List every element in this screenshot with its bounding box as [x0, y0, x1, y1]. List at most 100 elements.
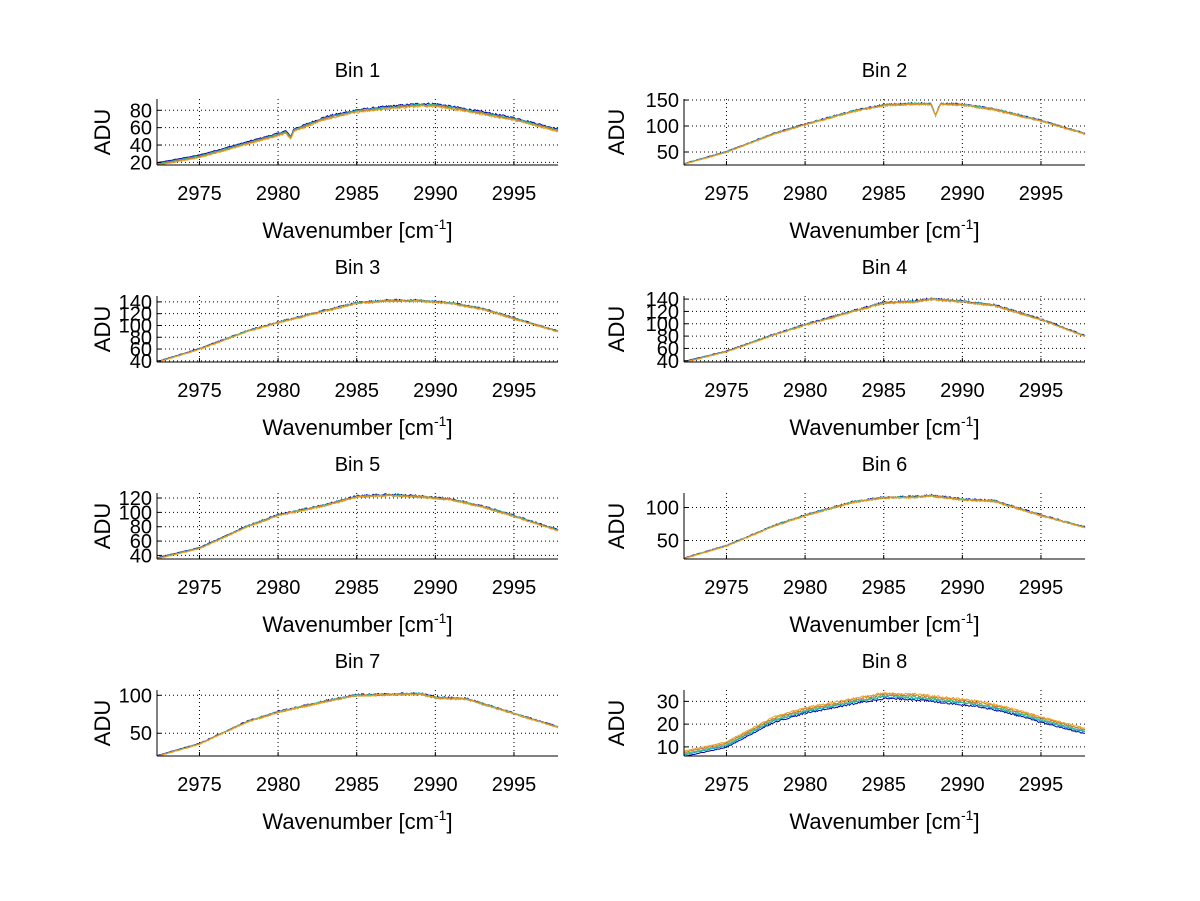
series-line-3: [683, 494, 1086, 559]
series-line-4: [683, 102, 1086, 165]
x-tick-label: 2980: [256, 577, 301, 599]
x-axis-label-sup: -1: [961, 610, 974, 626]
series-line-3: [683, 101, 1085, 165]
x-tick-label: 2990: [413, 577, 458, 599]
x-axis-label-tail: ]: [446, 218, 452, 243]
series-line-3: [157, 298, 559, 363]
x-axis-label-main: Wavenumber [cm: [262, 612, 434, 637]
y-tick-label: 100: [119, 502, 152, 524]
x-axis-label-sup: -1: [961, 413, 974, 429]
series-line-5: [157, 692, 559, 757]
series-line-1: [156, 102, 559, 164]
x-tick-label: 2995: [1019, 380, 1064, 402]
y-tick-label: 60: [130, 339, 152, 361]
x-axis-label-tail: ]: [446, 809, 452, 834]
x-tick-label: 2975: [177, 183, 222, 205]
x-tick-label: 2990: [940, 380, 985, 402]
series-line-4: [156, 104, 558, 166]
y-tick-label: 120: [119, 488, 152, 510]
x-tick-label: 2980: [783, 774, 828, 796]
y-axis-label: ADU: [604, 700, 629, 746]
y-tick-label: 80: [657, 326, 679, 348]
series-line-5: [157, 104, 559, 166]
x-tick-label: 2980: [256, 183, 301, 205]
y-tick-label: 100: [119, 685, 152, 707]
x-tick-label: 2980: [256, 774, 301, 796]
series-line-4: [156, 692, 559, 757]
y-tick-label: 40: [130, 135, 152, 157]
subplot-7: 2975 2980 2985 2990 2995 50 100 Bin 7 Wavenumber…: [90, 651, 559, 834]
x-tick-label: 2985: [861, 774, 906, 796]
series-line-1: [683, 493, 1086, 559]
series-line-2: [156, 298, 558, 363]
subplot-title: Bin 7: [335, 651, 381, 673]
x-axis-label-sup: -1: [961, 807, 974, 823]
x-tick-label: 2975: [177, 380, 222, 402]
y-tick-label: 50: [657, 531, 679, 553]
x-tick-label: 2980: [256, 380, 301, 402]
y-tick-label: 100: [646, 116, 679, 138]
y-tick-label: 100: [646, 314, 679, 336]
x-axis-label: Wavenumber [cm-1]: [262, 807, 452, 834]
x-axis-label-sup: -1: [434, 216, 447, 232]
y-tick-label: 50: [130, 723, 152, 745]
x-tick-label: 2995: [492, 183, 537, 205]
y-tick-label: 140: [119, 292, 152, 314]
x-tick-label: 2990: [940, 577, 985, 599]
y-tick-label: 50: [657, 142, 679, 164]
x-axis-label-tail: ]: [446, 612, 452, 637]
y-tick-label: 40: [130, 351, 152, 373]
x-tick-label: 2980: [783, 380, 828, 402]
series-line-1: [156, 298, 559, 363]
y-axis-label: ADU: [90, 503, 115, 549]
x-tick-label: 2995: [1019, 774, 1064, 796]
x-axis-label-tail: ]: [973, 415, 979, 440]
series-line-2: [683, 494, 1086, 559]
series-line-1: [684, 297, 1086, 362]
y-tick-label: 80: [130, 517, 152, 539]
subplot-title: Bin 2: [862, 60, 908, 82]
series-line-4: [683, 297, 1086, 363]
series-line-5: [684, 298, 1086, 363]
x-axis-label-tail: ]: [446, 415, 452, 440]
x-axis-label-main: Wavenumber [cm: [789, 415, 961, 440]
series-line-1: [684, 697, 1085, 757]
subplot-title: Bin 1: [335, 60, 381, 82]
x-tick-label: 2995: [492, 577, 537, 599]
y-axis-label: ADU: [90, 700, 115, 746]
x-tick-label: 2985: [861, 183, 906, 205]
x-tick-label: 2975: [704, 380, 749, 402]
subplot-title: Bin 4: [862, 257, 908, 279]
x-tick-label: 2985: [334, 183, 379, 205]
y-axis-label: ADU: [604, 503, 629, 549]
x-axis-label: Wavenumber [cm-1]: [789, 216, 979, 243]
y-tick-label: 60: [130, 118, 152, 140]
y-tick-label: 10: [657, 737, 679, 759]
y-tick-label: 40: [657, 351, 679, 373]
y-tick-label: 40: [130, 545, 152, 567]
x-tick-label: 2975: [704, 774, 749, 796]
x-tick-label: 2985: [861, 380, 906, 402]
series-line-1: [683, 101, 1086, 165]
y-tick-label: 80: [130, 100, 152, 122]
subplot-2: 2975 2980 2985 2990 2995 50 100 150 Bin 2 Wavenum…: [604, 60, 1086, 243]
x-tick-label: 2995: [1019, 577, 1064, 599]
y-axis-label: ADU: [604, 109, 629, 155]
subplot-title: Bin 3: [335, 257, 381, 279]
x-axis-label-tail: ]: [973, 612, 979, 637]
x-axis-label-main: Wavenumber [cm: [789, 612, 961, 637]
x-tick-label: 2985: [334, 577, 379, 599]
x-tick-label: 2975: [704, 183, 749, 205]
x-axis-label: Wavenumber [cm-1]: [262, 216, 452, 243]
x-axis-label: Wavenumber [cm-1]: [262, 413, 452, 440]
x-tick-label: 2995: [1019, 183, 1064, 205]
series-line-5: [683, 494, 1086, 560]
series-line-1: [156, 493, 559, 559]
y-tick-label: 100: [119, 315, 152, 337]
series-line-1: [156, 692, 559, 756]
